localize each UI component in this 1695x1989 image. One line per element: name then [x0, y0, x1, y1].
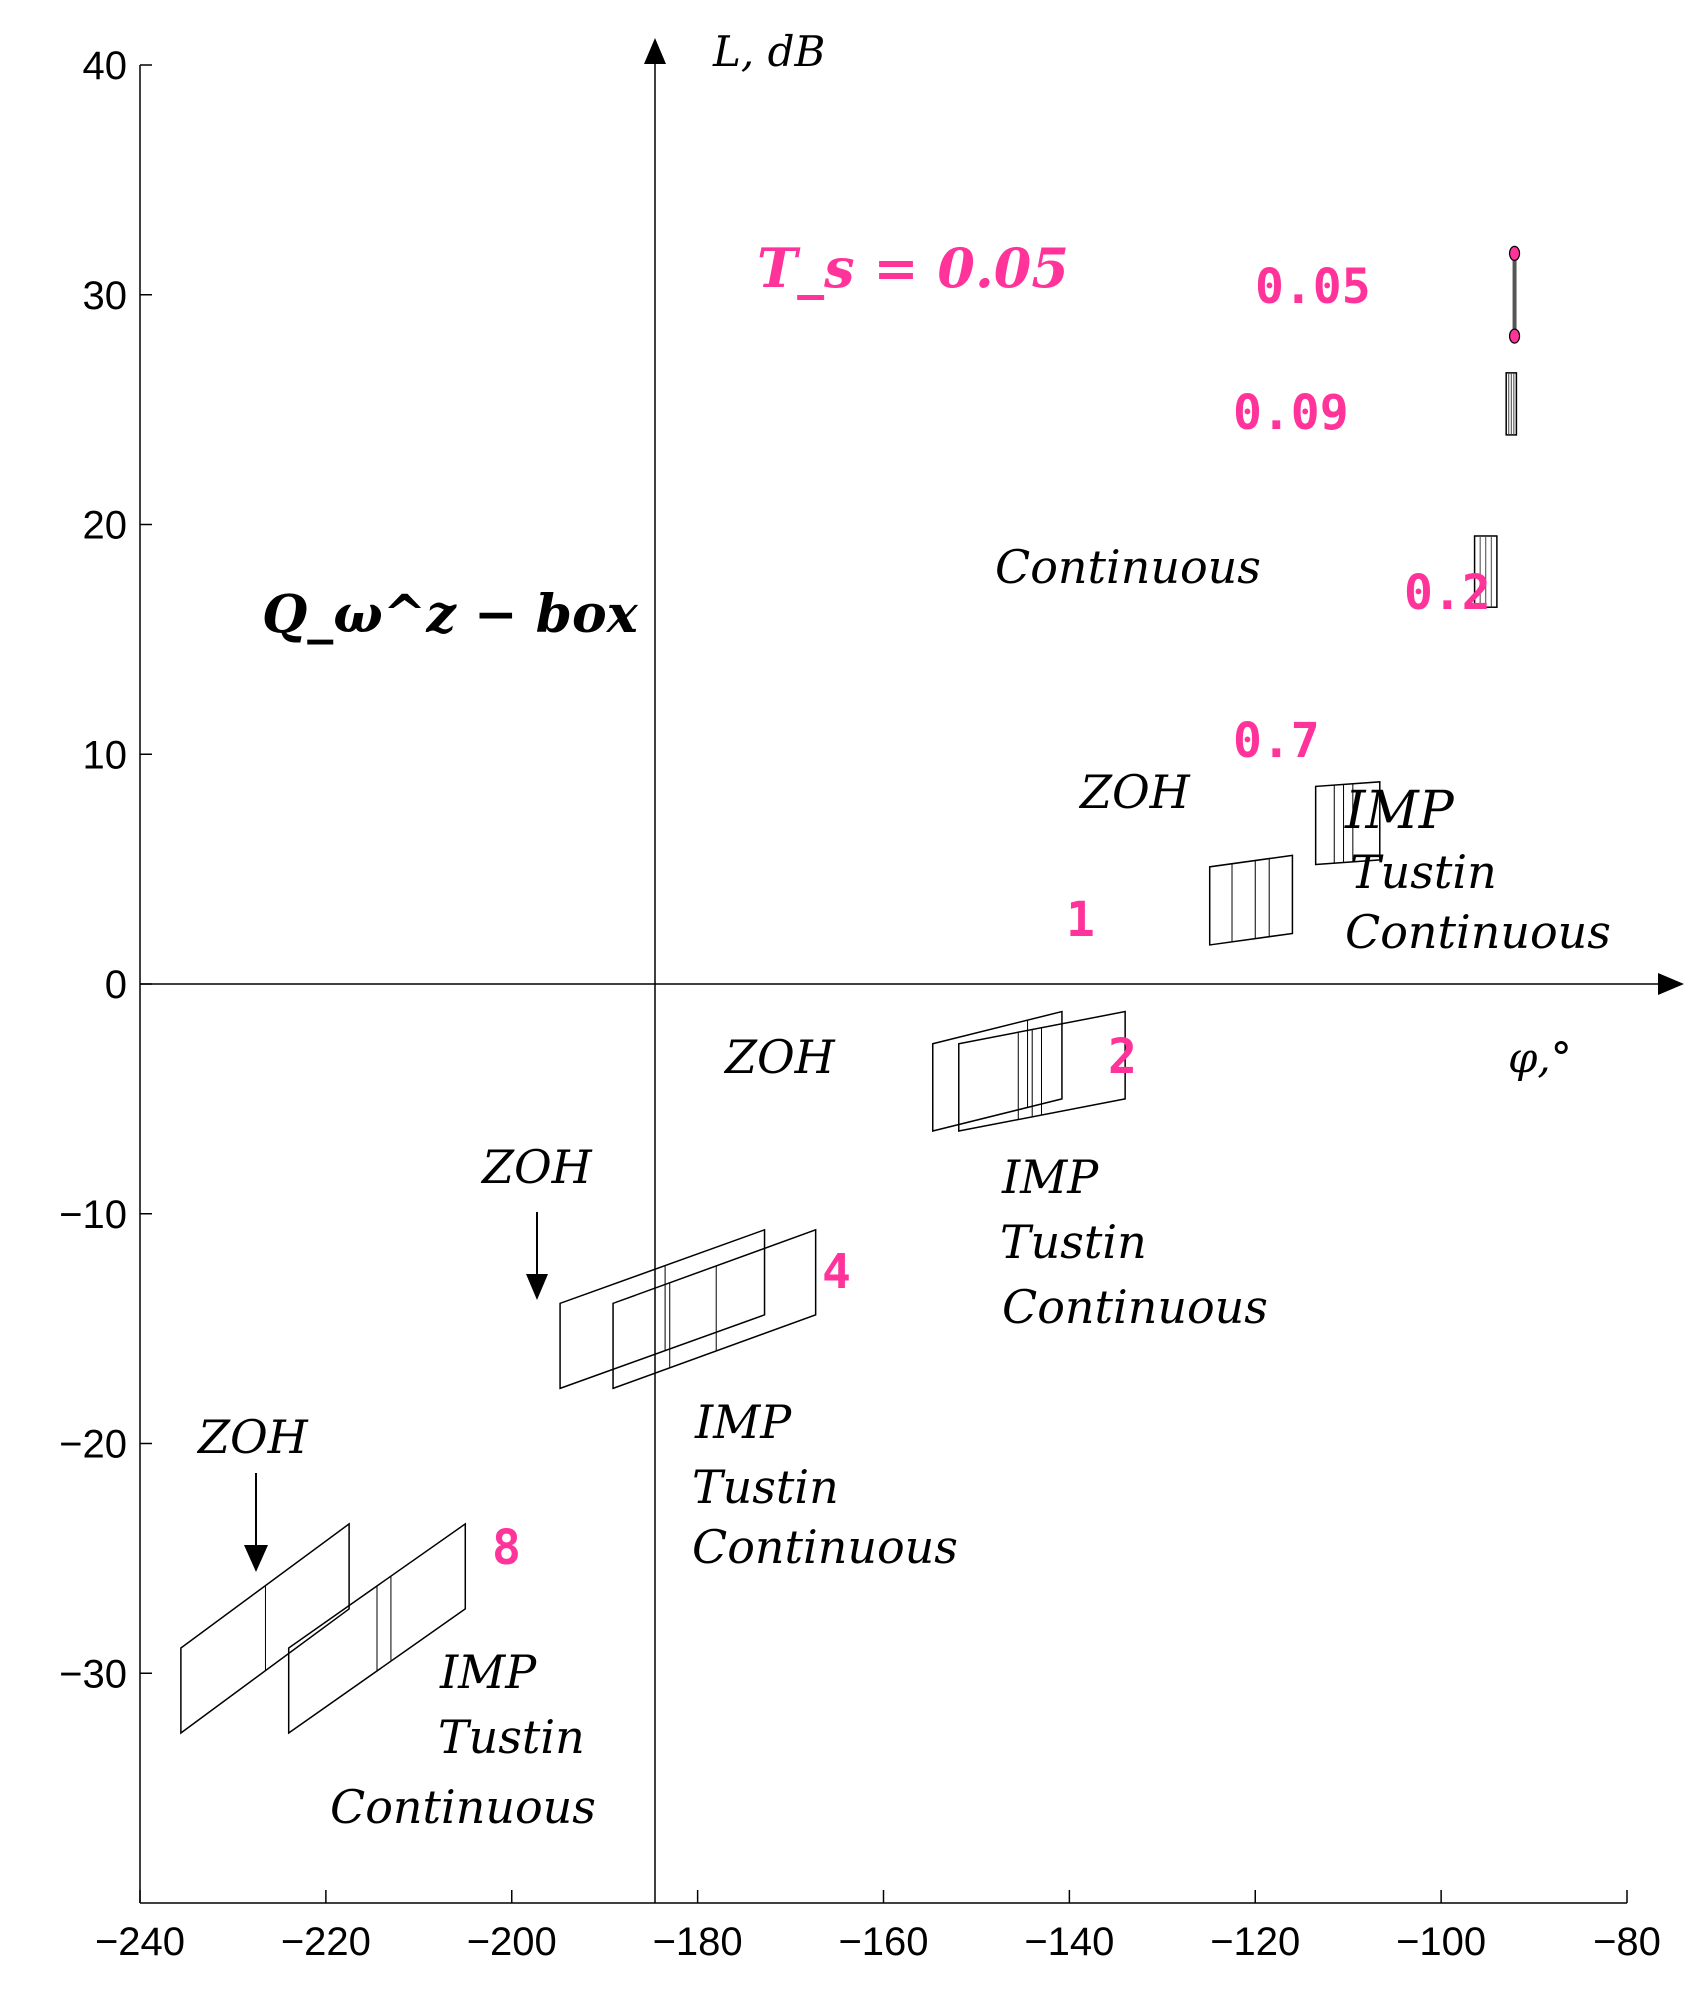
box-0.05 — [1508, 245, 1521, 344]
y-tick-label: 0 — [105, 963, 127, 1007]
y-tick-labels: 40 30 20 10 0 −10 −20 −30 — [59, 44, 152, 1696]
method-label-zoh-4: ZOH — [480, 1140, 593, 1194]
freq-label-4: 4 — [822, 1244, 851, 1300]
method-label-continuous-2: Continuous — [1002, 1280, 1268, 1334]
box-outline — [612, 1228, 817, 1390]
freq-label-1: 1 — [1066, 892, 1095, 948]
method-label-zoh-8: ZOH — [196, 1410, 309, 1464]
box-dot — [1508, 245, 1521, 261]
x-tick-label: −100 — [1396, 1920, 1486, 1964]
box-2 — [958, 1010, 1126, 1132]
box-1 — [1208, 854, 1294, 946]
x-axis-arrow — [1658, 973, 1684, 995]
box-outline — [958, 1010, 1126, 1132]
box-4-ZOH — [559, 1228, 766, 1390]
box-outline — [180, 1522, 350, 1735]
y-tick-label: 40 — [83, 44, 128, 88]
zoh-arrowhead-4 — [526, 1274, 548, 1300]
method-label-imp-2: IMP — [1001, 1150, 1099, 1204]
method-label-continuous-0.7: Continuous — [1345, 905, 1611, 959]
box-0.2 — [1473, 535, 1498, 608]
box-outline — [559, 1228, 766, 1390]
freq-label-2: 2 — [1108, 1029, 1137, 1085]
box-8 — [287, 1522, 467, 1735]
y-axis-label: L, dB — [712, 27, 825, 76]
x-tick-label: −220 — [281, 1920, 371, 1964]
x-axis-label: φ,° — [1508, 1033, 1572, 1082]
y-tick-label: −30 — [59, 1652, 127, 1696]
method-label-continuous-0.2: Continuous — [995, 540, 1261, 594]
box-4 — [612, 1228, 817, 1390]
chart-subtitle: T_s = 0.05 — [757, 236, 1069, 300]
method-label-zoh-0.7: ZOH — [1078, 765, 1191, 819]
x-tick-label: −160 — [838, 1920, 928, 1964]
method-label-imp-4: IMP — [694, 1395, 792, 1449]
method-label-tustin-0.7: Tustin — [1350, 845, 1497, 899]
freq-label-0.05: 0.05 — [1255, 259, 1371, 315]
x-tick-label: −180 — [653, 1920, 743, 1964]
box-dot — [1508, 328, 1521, 344]
method-label-imp-8: IMP — [439, 1645, 537, 1699]
y-axis-arrow — [644, 38, 666, 64]
x-tick-label: −240 — [95, 1920, 185, 1964]
chart-title: Q_ω^z − box — [262, 584, 639, 645]
method-label-imp-0.7: IMP — [1344, 781, 1455, 841]
method-label-zoh-2: ZOH — [723, 1030, 836, 1084]
box-8-ZOH — [180, 1522, 350, 1735]
y-tick-label: 10 — [83, 733, 128, 777]
box-outline — [1208, 854, 1294, 946]
freq-label-0.09: 0.09 — [1233, 385, 1349, 441]
y-tick-label: 20 — [83, 504, 128, 548]
freq-label-0.2: 0.2 — [1404, 565, 1491, 621]
x-tick-label: −120 — [1210, 1920, 1300, 1964]
freq-label-0.7: 0.7 — [1233, 713, 1320, 769]
x-tick-label: −80 — [1593, 1920, 1661, 1964]
method-label-continuous-4: Continuous — [692, 1520, 958, 1574]
x-tick-label: −200 — [467, 1920, 557, 1964]
y-tick-label: −10 — [59, 1193, 127, 1237]
method-label-tustin-2: Tustin — [1000, 1215, 1147, 1269]
box-0.7 — [1314, 781, 1381, 866]
x-tick-label: −140 — [1024, 1920, 1114, 1964]
box-2-ZOH — [932, 1010, 1063, 1132]
method-label-tustin-8: Tustin — [438, 1710, 585, 1764]
freq-label-8: 8 — [492, 1520, 521, 1576]
zoh-arrowhead-8 — [244, 1545, 268, 1572]
box-outline — [932, 1010, 1063, 1132]
x-tick-labels: −240 −220 −200 −180 −160 −140 −120 −100 −80 — [95, 1890, 1661, 1964]
y-tick-label: 30 — [83, 274, 128, 318]
box-0.09 — [1505, 372, 1518, 436]
method-label-tustin-4: Tustin — [692, 1460, 839, 1514]
box-outline — [1314, 781, 1381, 866]
box-outline — [287, 1522, 467, 1735]
q-boxes — [180, 245, 1521, 1735]
y-tick-label: −20 — [59, 1423, 127, 1467]
method-label-continuous-8: Continuous — [330, 1780, 596, 1834]
